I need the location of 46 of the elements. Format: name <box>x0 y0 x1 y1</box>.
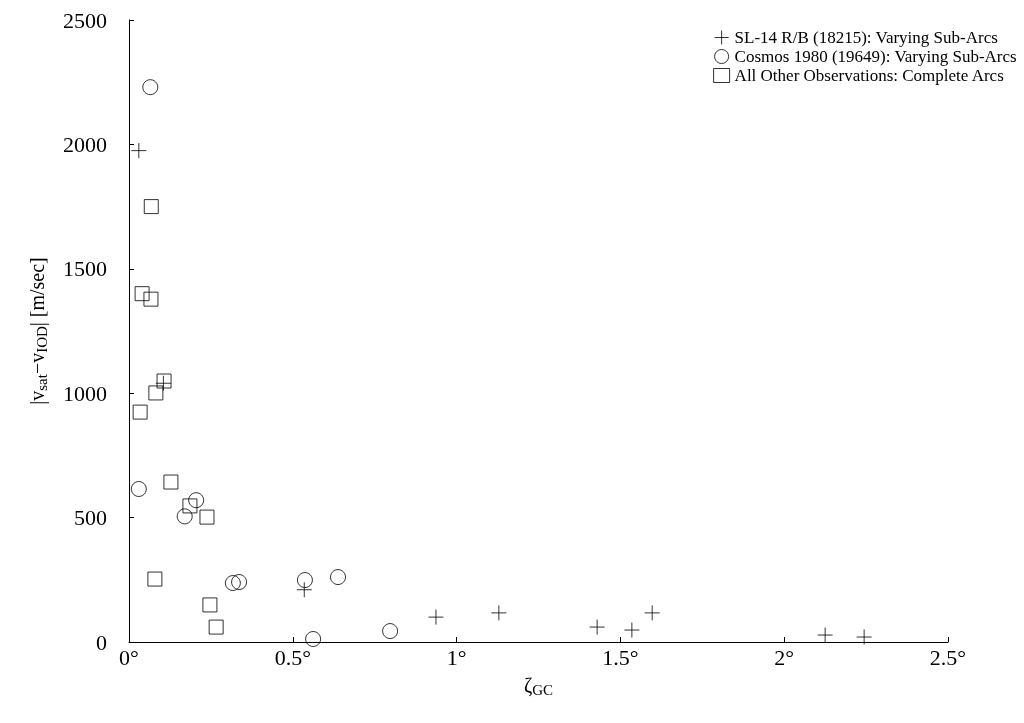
point <box>130 142 147 159</box>
point <box>296 581 313 598</box>
x-tick-label: 0.5° <box>274 644 311 670</box>
y-tick-label: 0 <box>96 629 107 655</box>
point <box>589 619 606 636</box>
x-tick-label: 1.5° <box>602 644 639 670</box>
point <box>199 509 215 525</box>
y-tick-label: 1500 <box>63 256 107 282</box>
point <box>623 622 640 639</box>
point <box>176 508 193 525</box>
legend-label: Cosmos 1980 (19649): Varying Sub-Arcs <box>734 47 1017 66</box>
point <box>202 597 218 613</box>
point <box>147 571 163 587</box>
point <box>182 498 198 514</box>
y-tick-label: 1000 <box>63 380 107 406</box>
point <box>188 492 205 509</box>
point <box>143 291 159 307</box>
x-tick-label: 1° <box>446 644 467 670</box>
y-tick-label: 2500 <box>63 7 107 33</box>
point <box>382 623 399 640</box>
point <box>644 604 661 621</box>
legend-label: SL-14 R/B (18215): Varying Sub-Arcs <box>734 28 998 47</box>
point <box>224 575 241 592</box>
x-tick-label: 2.5° <box>929 644 967 670</box>
x-tick-label: 0° <box>119 644 139 670</box>
legend-label: All Other Observations: Complete Arcs <box>734 66 1004 85</box>
point <box>148 385 164 401</box>
point <box>330 569 347 586</box>
point <box>132 404 148 420</box>
point <box>296 572 313 589</box>
point <box>856 629 873 646</box>
y-tick-label: 500 <box>74 505 107 531</box>
point <box>208 619 224 635</box>
x-tick-label: 2° <box>774 644 795 670</box>
point <box>142 79 159 96</box>
y-tick-label: 2000 <box>63 131 107 157</box>
point <box>305 631 322 648</box>
point <box>163 474 179 490</box>
point <box>231 574 248 591</box>
point <box>490 604 507 621</box>
point <box>134 286 150 302</box>
y-axis-title: |vsat−vIOD| [m/sec] <box>25 257 50 405</box>
point <box>130 480 147 497</box>
point <box>143 199 159 215</box>
point <box>427 609 444 626</box>
point <box>817 627 834 644</box>
